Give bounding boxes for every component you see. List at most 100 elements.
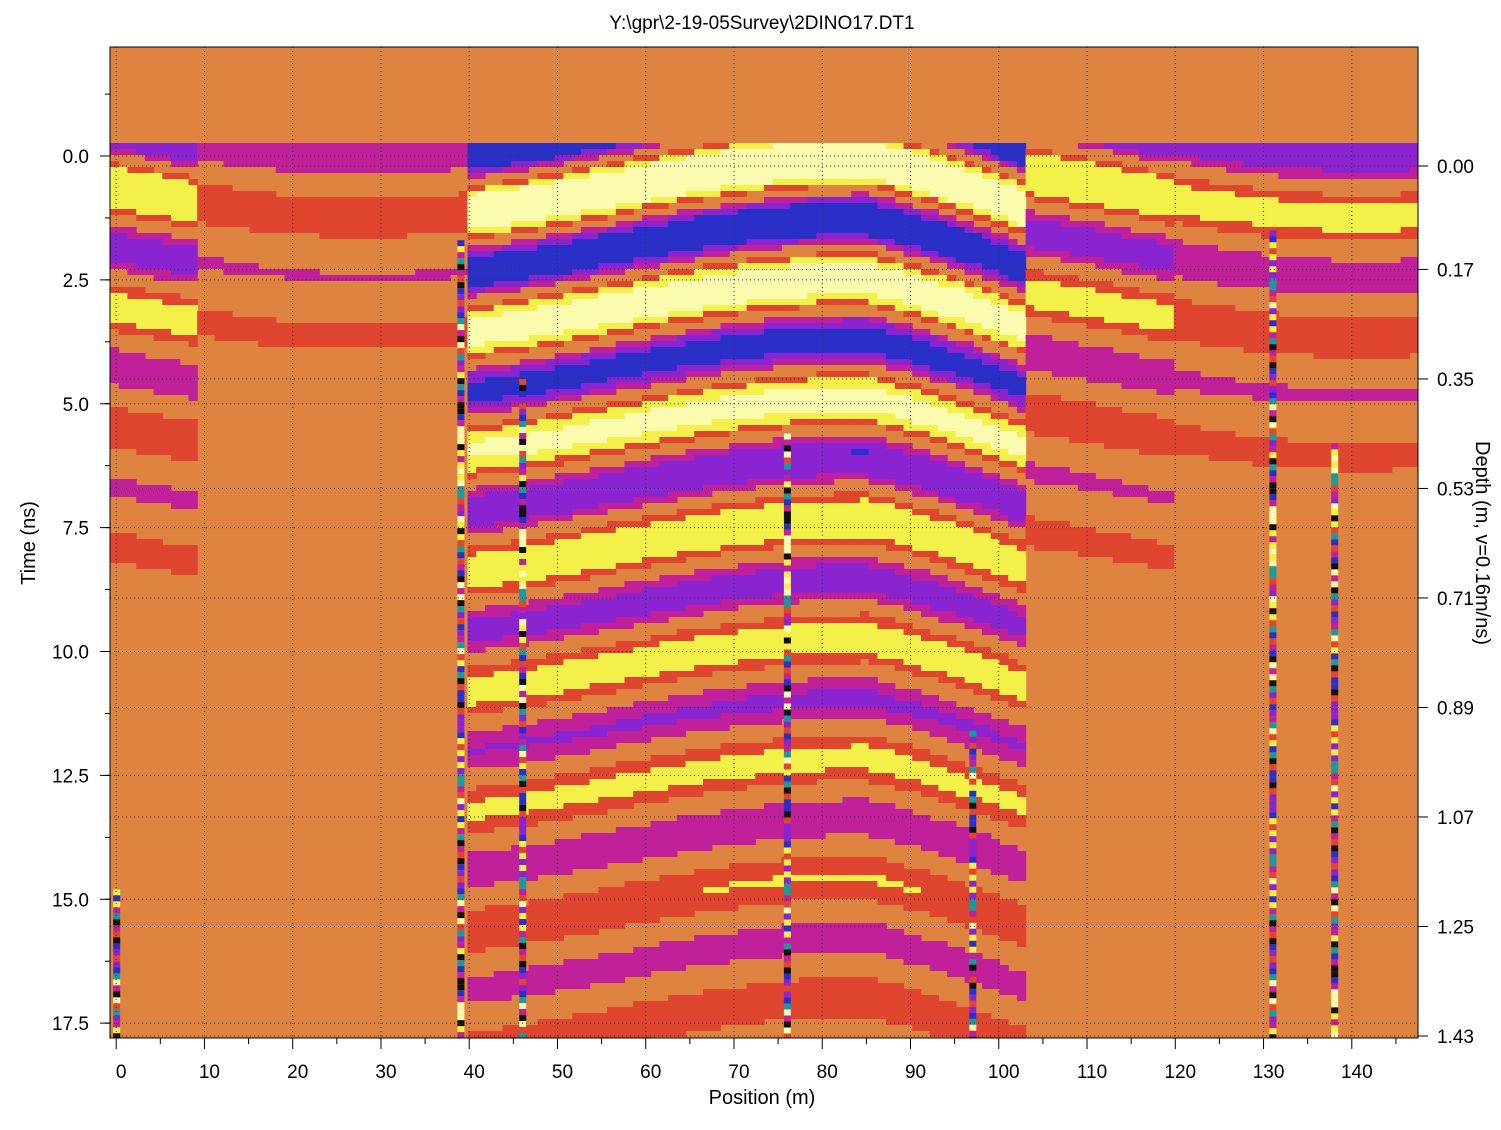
heat-cell <box>232 149 242 155</box>
heat-cell <box>676 317 687 323</box>
heat-cell <box>703 959 713 965</box>
heat-cell <box>328 335 338 341</box>
heat-cell <box>415 161 425 167</box>
heat-cell <box>580 299 591 305</box>
heat-cell <box>589 551 599 557</box>
heat-cell <box>511 641 521 647</box>
heat-cell <box>162 389 172 395</box>
heat-cell <box>476 317 486 323</box>
heat-cell <box>153 197 163 203</box>
heat-cell <box>502 695 512 701</box>
heat-cell <box>703 419 713 425</box>
heat-cell <box>598 509 608 515</box>
heat-cell <box>485 371 495 377</box>
heat-cell <box>572 539 582 545</box>
heat-cell <box>764 143 774 149</box>
heat-cell <box>144 449 155 455</box>
heat-cell <box>711 149 721 155</box>
heat-cell <box>772 323 782 329</box>
heat-cell <box>764 359 774 365</box>
heat-cell <box>362 323 373 329</box>
heat-cell <box>554 1031 564 1037</box>
heat-cell <box>720 773 730 779</box>
heat-cell <box>598 959 608 965</box>
heat-cell <box>485 389 495 395</box>
heat-cell <box>563 377 573 383</box>
heat-cell <box>607 143 617 149</box>
heat-cell <box>537 581 547 587</box>
heat-cell <box>127 185 137 191</box>
heat-cell <box>502 587 512 593</box>
heat-cell <box>703 161 713 167</box>
heat-cell <box>572 455 582 461</box>
heat-cell <box>476 503 486 509</box>
heat-cell <box>110 557 120 563</box>
heat-cell <box>354 167 364 173</box>
heat-cell <box>197 203 207 209</box>
heat-cell <box>328 161 338 167</box>
heat-cell <box>755 935 765 941</box>
heat-cell <box>476 245 486 251</box>
heat-cell <box>615 893 626 899</box>
heat-cell <box>624 341 634 347</box>
heat-cell <box>764 629 774 635</box>
heat-cell <box>703 509 713 515</box>
heat-cell <box>144 551 155 557</box>
heat-cell <box>511 509 521 515</box>
heat-cell <box>502 191 512 197</box>
heat-cell <box>764 773 774 779</box>
heat-cell <box>659 965 669 971</box>
heat-cell <box>668 761 678 767</box>
heat-cell <box>380 341 390 347</box>
heat-cell <box>711 989 721 995</box>
heat-cell <box>519 329 530 335</box>
heat-cell <box>772 803 782 809</box>
heat-cell <box>641 641 652 647</box>
heat-cell <box>136 197 146 203</box>
heat-cell <box>415 335 425 341</box>
heat-cell <box>136 263 146 269</box>
heat-cell <box>676 815 687 821</box>
heat-cell <box>676 437 687 443</box>
heat-cell <box>580 179 591 185</box>
heat-cell <box>703 275 713 281</box>
heat-cell <box>423 341 434 347</box>
heat-cell <box>485 347 495 353</box>
heat-cell <box>755 629 765 635</box>
heat-cell <box>737 623 748 629</box>
heat-cell <box>737 827 748 833</box>
heat-cell <box>711 815 721 821</box>
heat-cell <box>676 389 687 395</box>
heat-cell <box>641 461 652 467</box>
heat-cell <box>502 941 512 947</box>
heat-cell <box>162 419 172 425</box>
heat-cell <box>624 797 634 803</box>
heat-cell <box>633 413 643 419</box>
heat-cell <box>668 719 678 725</box>
heat-cell <box>572 485 582 491</box>
heat-cell <box>319 323 329 329</box>
heat-cell <box>240 215 251 221</box>
heat-cell <box>153 551 163 557</box>
heat-cell <box>641 359 652 365</box>
heat-cell <box>580 965 591 971</box>
heat-cell <box>703 311 713 317</box>
heat-cell <box>633 959 643 965</box>
heat-cell <box>432 329 442 335</box>
heat-cell <box>511 695 521 701</box>
heat-cell <box>711 947 721 953</box>
heat-cell <box>546 977 556 983</box>
heat-cell <box>598 917 608 923</box>
heat-cell <box>650 845 660 851</box>
heat-cell <box>485 449 495 455</box>
heat-cell <box>171 215 181 221</box>
heat-cell <box>572 743 582 749</box>
heat-cell <box>624 317 634 323</box>
heat-cell <box>589 965 599 971</box>
heat-cell <box>467 251 477 257</box>
heat-cell <box>275 341 285 347</box>
heat-cell <box>511 455 521 461</box>
heat-cell <box>240 203 251 209</box>
heat-cell <box>511 269 521 275</box>
heat-cell <box>554 845 564 851</box>
